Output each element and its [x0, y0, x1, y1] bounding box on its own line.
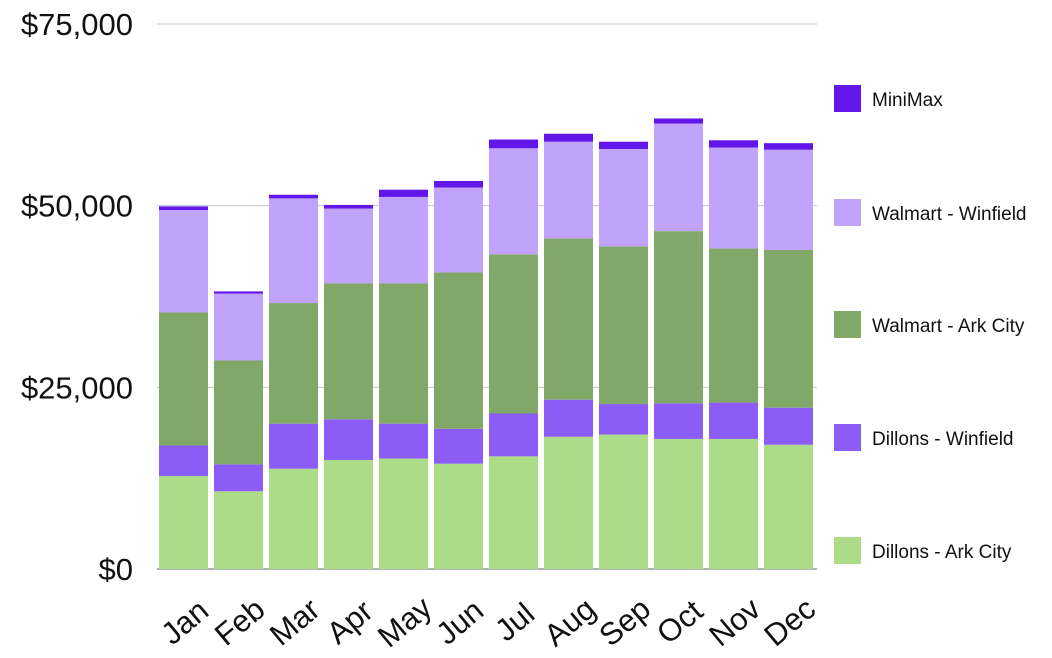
bar-segment-jul-1 [489, 413, 538, 457]
bar-segment-sep-4 [599, 141, 648, 149]
bar-segment-mar-1 [269, 423, 318, 469]
bar-segment-aug-3 [544, 141, 593, 239]
legend-swatch [834, 311, 861, 338]
bar-segment-jul-0 [489, 456, 538, 569]
x-tick-label: Nov [702, 591, 767, 654]
bar-segment-oct-4 [654, 118, 703, 124]
bar-segment-jan-0 [159, 475, 208, 569]
legend-label: Walmart - Winfield [872, 204, 1026, 225]
bar-segment-feb-4 [214, 291, 263, 294]
legend-swatch [834, 85, 861, 112]
x-tick-label: Oct [650, 593, 710, 651]
x-tick-label: Feb [208, 591, 271, 652]
bar-segment-jan-2 [159, 312, 208, 446]
bar-segment-may-3 [379, 196, 428, 284]
x-tick-label: Mar [263, 591, 326, 652]
bar-segment-dec-1 [764, 407, 813, 445]
x-tick-label: Jul [488, 596, 541, 648]
bar-segment-apr-3 [324, 208, 373, 284]
bar-segment-aug-2 [544, 238, 593, 400]
bar-segment-apr-0 [324, 460, 373, 569]
y-axis-ticks: $0 $25,000 $50,000 $75,000 [21, 7, 133, 587]
bar-segment-mar-4 [269, 194, 318, 199]
bar-segment-mar-3 [269, 198, 318, 304]
y-tick-label: $0 [99, 552, 133, 587]
bar-segment-apr-4 [324, 204, 373, 209]
legend-swatch [834, 537, 861, 564]
bar-segment-jul-2 [489, 254, 538, 414]
bar-segment-sep-2 [599, 246, 648, 405]
x-tick-label: Apr [320, 593, 379, 651]
y-tick-label: $50,000 [21, 189, 133, 224]
grid-lines [157, 23, 817, 570]
bar-segment-dec-2 [764, 249, 813, 408]
y-tick-label: $25,000 [21, 370, 133, 405]
bar-segment-sep-3 [599, 148, 648, 247]
legend-label: MiniMax [872, 90, 943, 111]
bar-segment-oct-1 [654, 403, 703, 439]
bar-segment-oct-3 [654, 123, 703, 232]
bar-segment-jan-3 [159, 210, 208, 313]
x-tick-label: May [371, 589, 439, 654]
x-tick-label: Dec [757, 591, 822, 653]
bar-segment-aug-4 [544, 133, 593, 142]
bar-segment-apr-2 [324, 283, 373, 420]
bar-segment-dec-0 [764, 444, 813, 569]
legend-label: Walmart - Ark City [872, 316, 1025, 337]
legend-label: Dillons - Ark City [872, 542, 1012, 563]
bar-segment-aug-0 [544, 436, 593, 569]
bar-segment-jun-1 [434, 428, 483, 464]
bar-segment-may-0 [379, 458, 428, 569]
bar-segment-jul-3 [489, 148, 538, 255]
bar-segment-sep-1 [599, 404, 648, 435]
bar-segment-nov-4 [709, 140, 758, 148]
bar-segment-jan-4 [159, 206, 208, 211]
x-tick-label: Jan [154, 592, 215, 651]
bar-segment-jun-4 [434, 180, 483, 188]
bar-segment-jul-4 [489, 139, 538, 149]
legend-label: Dillons - Winfield [872, 429, 1013, 450]
bar-segment-feb-1 [214, 464, 263, 492]
bar-segment-feb-3 [214, 293, 263, 361]
bar-segment-oct-2 [654, 231, 703, 404]
bars [159, 118, 813, 569]
bar-segment-dec-4 [764, 143, 813, 150]
bar-segment-sep-0 [599, 434, 648, 569]
bar-segment-mar-0 [269, 468, 318, 569]
bar-segment-oct-0 [654, 438, 703, 569]
bar-segment-may-1 [379, 423, 428, 459]
bar-segment-nov-0 [709, 438, 758, 569]
bar-segment-dec-3 [764, 149, 813, 250]
legend-swatch [834, 199, 861, 226]
x-tick-label: Jun [429, 592, 490, 651]
bar-segment-apr-1 [324, 419, 373, 460]
y-tick-label: $75,000 [21, 7, 133, 42]
legend-swatch [834, 424, 861, 451]
bar-segment-jun-2 [434, 272, 483, 429]
bar-segment-nov-1 [709, 402, 758, 439]
bar-segment-may-4 [379, 189, 428, 197]
bar-segment-nov-3 [709, 147, 758, 249]
x-tick-label: Aug [537, 591, 602, 653]
bar-segment-jan-1 [159, 445, 208, 476]
bar-segment-aug-1 [544, 399, 593, 437]
bar-segment-jun-0 [434, 463, 483, 569]
bar-segment-nov-2 [709, 248, 758, 403]
x-tick-label: Sep [592, 591, 657, 653]
bar-segment-jun-3 [434, 187, 483, 273]
bar-segment-mar-2 [269, 303, 318, 424]
bar-segment-feb-2 [214, 360, 263, 465]
bar-segment-may-2 [379, 283, 428, 424]
bar-segment-feb-0 [214, 491, 263, 569]
legend: MiniMax Walmart - Winfield Walmart - Ark C… [834, 85, 1026, 564]
